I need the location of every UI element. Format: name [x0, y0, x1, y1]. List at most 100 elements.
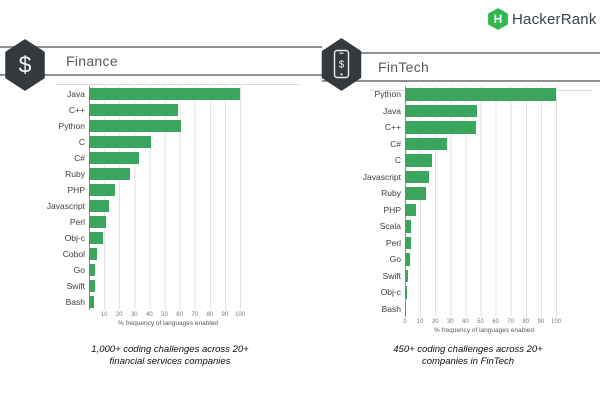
- category-label: C#: [74, 153, 85, 163]
- axis-tick-label: 70: [191, 312, 199, 318]
- bar-row: Bash: [30, 294, 260, 310]
- phone-dollar-glyph: $: [339, 60, 345, 71]
- axis-tick-label: 20: [115, 312, 123, 318]
- bar-row: Obj-c: [30, 230, 260, 246]
- x-axis-ticks: 0 10 20 30 40 50 60 70 80 90 100: [403, 319, 563, 327]
- category-label: Javascript: [46, 201, 85, 211]
- bar-row: Python: [30, 118, 260, 134]
- bar-row: Javascript: [30, 198, 260, 214]
- category-label: Swift: [66, 281, 85, 291]
- phone-speaker: [339, 52, 344, 54]
- fintech-caption-line1: 450+ coding challenges across 20+: [393, 344, 543, 355]
- axis-tick-label: 90: [221, 312, 229, 318]
- fintech-chart: Python Java C++ C# C Javascript Ruby PHP Scala Pe…: [346, 86, 576, 344]
- bar: [405, 121, 476, 134]
- axis-tick-label: 80: [206, 312, 214, 318]
- fintech-caption: 450+ coding challenges across 20+ compan…: [332, 344, 600, 367]
- bar-row: C: [346, 152, 576, 169]
- category-label: Python: [374, 89, 401, 100]
- bar: [405, 137, 448, 150]
- bar: [89, 296, 94, 308]
- bar: [89, 280, 96, 292]
- bar-row: PHP: [346, 202, 576, 219]
- dollar-glyph: $: [19, 52, 32, 78]
- axis-tick-label: 100: [550, 319, 562, 325]
- axis-tick-label: 90: [537, 319, 545, 325]
- category-label: Java: [67, 89, 85, 99]
- fintech-title: FinTech: [378, 59, 430, 75]
- bar-row: Cobol: [30, 246, 260, 262]
- category-label: Cobol: [62, 249, 85, 259]
- axis-tick-label: 30: [130, 312, 138, 318]
- bar-row: Go: [346, 251, 576, 268]
- axis-tick-label: 50: [161, 312, 168, 318]
- bar: [405, 286, 407, 299]
- bar-row: Ruby: [30, 166, 260, 182]
- bar: [405, 302, 406, 315]
- bar-row: Java: [346, 103, 576, 120]
- bar: [405, 104, 478, 117]
- bar: [405, 236, 412, 249]
- bar: [89, 136, 151, 148]
- category-label: Go: [389, 254, 401, 265]
- x-axis-label: % frequency of languages enabled: [117, 320, 219, 327]
- bar-row: C++: [30, 102, 260, 118]
- logo-brand-text: HackerRank: [512, 10, 597, 28]
- category-label: C: [394, 155, 401, 166]
- bar-row: Swift: [30, 278, 260, 294]
- category-label: Ruby: [381, 188, 401, 199]
- axis-tick-label: 40: [462, 319, 469, 325]
- x-axis-ticks: 10 20 30 40 50 60 70 80 90 100: [89, 312, 247, 320]
- axis-tick-label: 0: [403, 319, 407, 325]
- axis-tick-label: 60: [176, 312, 183, 318]
- category-label: C++: [384, 122, 401, 133]
- bar: [89, 248, 97, 260]
- bar: [405, 170, 430, 183]
- bar-row: Go: [30, 262, 260, 278]
- bar: [89, 152, 139, 164]
- finance-caption: 1,000+ coding challenges across 20+ fina…: [30, 344, 310, 367]
- bar-row: Javascript: [346, 169, 576, 186]
- bar-row: Java: [30, 86, 260, 102]
- axis-tick-label: 60: [492, 319, 499, 325]
- bar: [89, 184, 115, 196]
- bar-row: Perl: [30, 214, 260, 230]
- phone-outline: [333, 49, 350, 79]
- bar-row: Python: [346, 86, 576, 103]
- finance-caption-line2: financial services companies: [109, 355, 231, 367]
- fintech-caption-line2: companies in FinTech: [421, 355, 515, 367]
- bar: [89, 264, 96, 276]
- bar-row: Ruby: [346, 185, 576, 202]
- axis-tick-label: 70: [507, 319, 515, 325]
- hackerrank-hexagon-icon: H: [488, 8, 508, 30]
- axis-tick-label: 10: [416, 319, 424, 325]
- category-label: Obj-c: [64, 233, 85, 243]
- axis-tick-label: 20: [431, 319, 439, 325]
- bar-row: C: [30, 134, 260, 150]
- bar: [405, 220, 412, 233]
- category-label: Javascript: [362, 171, 401, 182]
- category-label: C#: [390, 138, 401, 149]
- hackerrank-logo: H HackerRank: [488, 8, 597, 30]
- bar: [405, 154, 433, 167]
- bar: [405, 88, 556, 101]
- axis-tick-label: 10: [100, 312, 108, 318]
- phone-home-button: [340, 73, 343, 76]
- axis-tick-label: 100: [234, 312, 246, 318]
- bar: [89, 88, 240, 100]
- bar-row: Perl: [346, 235, 576, 252]
- bar: [89, 216, 106, 228]
- category-label: Perl: [385, 237, 401, 248]
- category-label: Bash: [65, 297, 85, 307]
- finance-header-band: Finance: [0, 46, 322, 76]
- category-label: Swift: [382, 270, 401, 281]
- category-label: Perl: [69, 217, 85, 227]
- bar: [89, 232, 103, 244]
- x-axis-label: % frequency of languages enabled: [433, 327, 535, 334]
- bar: [89, 120, 182, 132]
- category-label: PHP: [383, 204, 401, 215]
- category-label: Scala: [379, 221, 401, 232]
- fintech-header-band: FinTech: [322, 52, 600, 82]
- finance-band-shadow: [55, 84, 300, 85]
- bar: [89, 104, 179, 116]
